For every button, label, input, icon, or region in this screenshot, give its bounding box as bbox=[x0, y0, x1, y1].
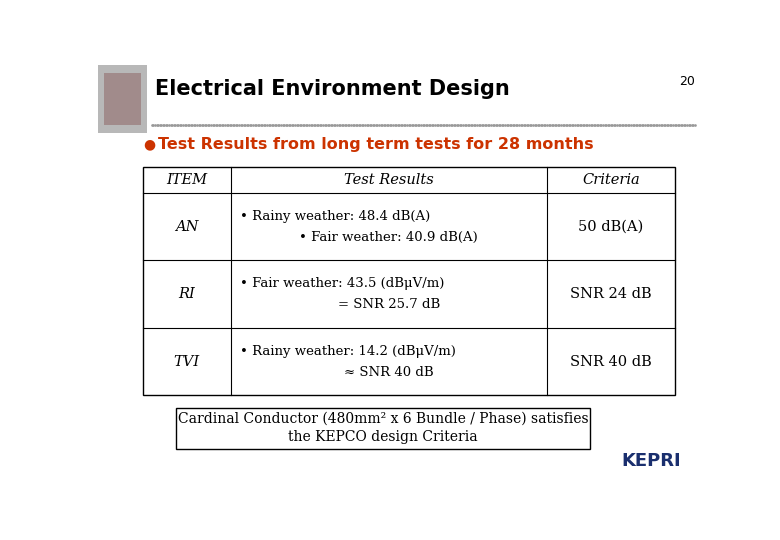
Bar bbox=[104, 73, 141, 125]
Text: ≈ SNR 40 dB: ≈ SNR 40 dB bbox=[344, 366, 434, 379]
Text: Cardinal Conductor (480mm² x 6 Bundle / Phase) satisfies: Cardinal Conductor (480mm² x 6 Bundle / … bbox=[178, 412, 588, 426]
Text: KEPRI: KEPRI bbox=[621, 452, 681, 470]
Text: Criteria: Criteria bbox=[582, 173, 640, 187]
Text: • Fair weather: 40.9 dB(A): • Fair weather: 40.9 dB(A) bbox=[300, 231, 478, 244]
Text: • Rainy weather: 14.2 (dBμV/m): • Rainy weather: 14.2 (dBμV/m) bbox=[239, 345, 456, 357]
Text: • Rainy weather: 48.4 dB(A): • Rainy weather: 48.4 dB(A) bbox=[239, 210, 430, 223]
Text: SNR 40 dB: SNR 40 dB bbox=[570, 355, 652, 369]
Text: • Fair weather: 43.5 (dBμV/m): • Fair weather: 43.5 (dBμV/m) bbox=[239, 277, 444, 291]
Bar bbox=[143, 167, 675, 395]
Text: 20: 20 bbox=[679, 75, 695, 88]
Text: Electrical Environment Design: Electrical Environment Design bbox=[155, 79, 509, 99]
Text: the KEPCO design Criteria: the KEPCO design Criteria bbox=[289, 430, 478, 444]
Bar bbox=[98, 65, 147, 133]
Text: AN: AN bbox=[175, 220, 198, 234]
Text: TVI: TVI bbox=[174, 355, 200, 369]
Text: SNR 24 dB: SNR 24 dB bbox=[570, 287, 652, 301]
Text: Test Results: Test Results bbox=[344, 173, 434, 187]
Text: ●: ● bbox=[143, 138, 155, 152]
Bar bbox=[176, 408, 590, 449]
Text: = SNR 25.7 dB: = SNR 25.7 dB bbox=[338, 298, 440, 311]
Text: 50 dB(A): 50 dB(A) bbox=[578, 220, 644, 234]
Text: Test Results from long term tests for 28 months: Test Results from long term tests for 28… bbox=[158, 137, 594, 152]
Text: RI: RI bbox=[179, 287, 195, 301]
Text: ITEM: ITEM bbox=[166, 173, 207, 187]
